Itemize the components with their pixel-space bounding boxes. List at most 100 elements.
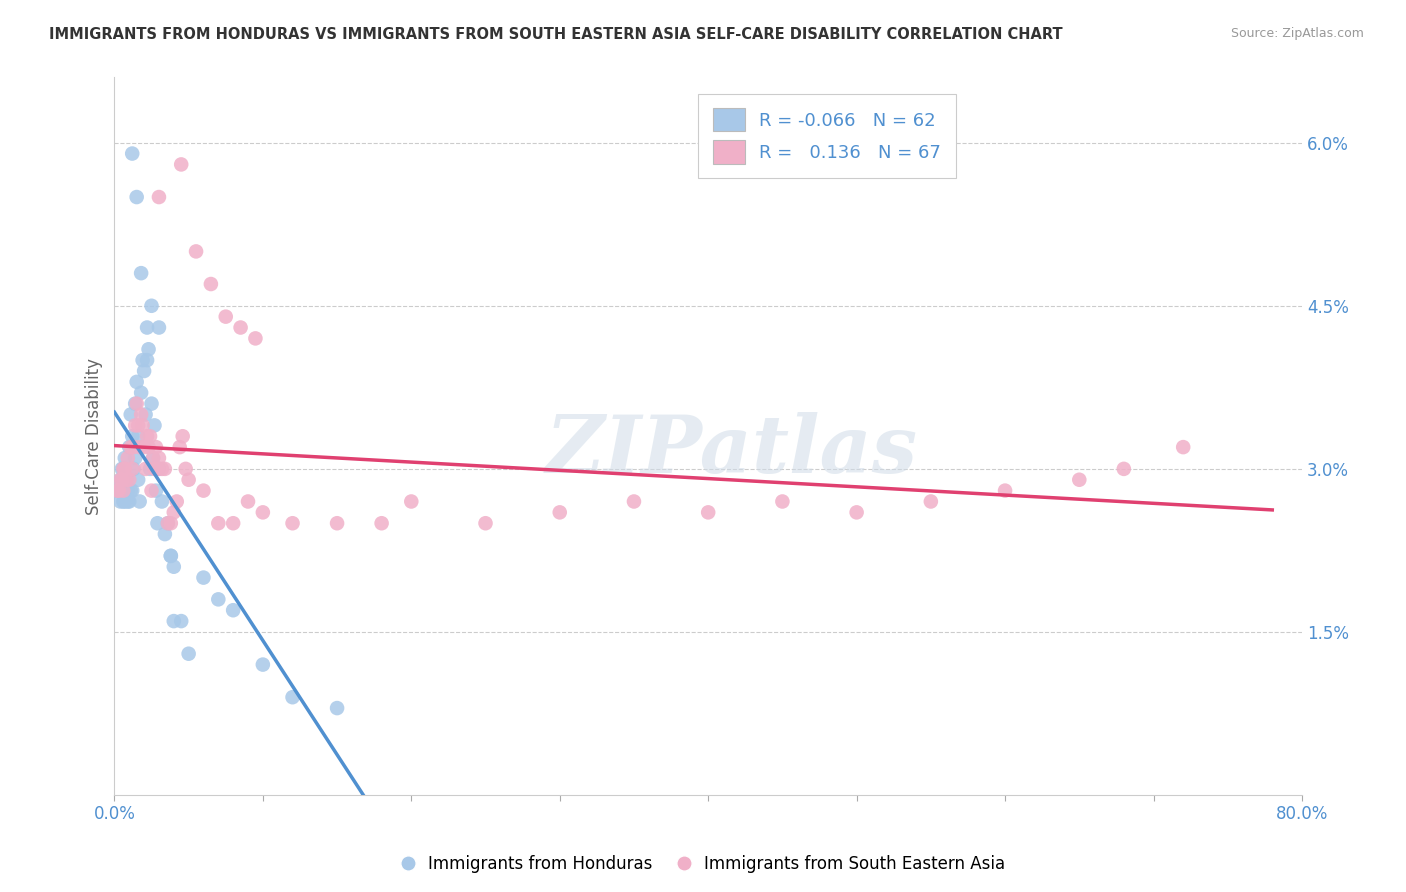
Point	[112, 462, 135, 476]
Point	[132, 440, 155, 454]
Point	[121, 462, 143, 476]
Point	[120, 408, 142, 422]
Point	[125, 190, 148, 204]
Point	[1173, 440, 1195, 454]
Point	[108, 483, 131, 498]
Point	[117, 494, 139, 508]
Point	[121, 429, 143, 443]
Point	[115, 473, 138, 487]
Point	[115, 483, 138, 498]
Point	[136, 320, 159, 334]
Point	[141, 397, 163, 411]
Point	[159, 549, 181, 563]
Point	[139, 429, 162, 443]
Point	[131, 353, 153, 368]
Point	[548, 505, 571, 519]
Point	[108, 483, 131, 498]
Point	[153, 527, 176, 541]
Point	[281, 690, 304, 705]
Point	[124, 397, 146, 411]
Point	[141, 483, 163, 498]
Text: IMMIGRANTS FROM HONDURAS VS IMMIGRANTS FROM SOUTH EASTERN ASIA SELF-CARE DISABIL: IMMIGRANTS FROM HONDURAS VS IMMIGRANTS F…	[49, 27, 1063, 42]
Point	[141, 299, 163, 313]
Point	[124, 450, 146, 465]
Point	[401, 494, 423, 508]
Point	[128, 494, 150, 508]
Point	[118, 473, 141, 487]
Point	[1112, 462, 1135, 476]
Point	[920, 494, 942, 508]
Point	[177, 473, 200, 487]
Point	[135, 462, 157, 476]
Point	[117, 450, 139, 465]
Point	[207, 592, 229, 607]
Point	[111, 462, 134, 476]
Point	[245, 331, 267, 345]
Point	[115, 473, 138, 487]
Point	[128, 440, 150, 454]
Point	[222, 603, 245, 617]
Point	[770, 494, 793, 508]
Point	[111, 473, 134, 487]
Legend: Immigrants from Honduras, Immigrants from South Eastern Asia: Immigrants from Honduras, Immigrants fro…	[395, 848, 1011, 880]
Point	[236, 494, 259, 508]
Point	[138, 440, 160, 454]
Point	[142, 450, 165, 465]
Point	[170, 614, 193, 628]
Point	[114, 450, 136, 465]
Point	[172, 429, 194, 443]
Point	[326, 516, 349, 531]
Point	[163, 559, 186, 574]
Point	[146, 516, 169, 531]
Point	[159, 549, 181, 563]
Point	[132, 364, 155, 378]
Point	[112, 483, 135, 498]
Point	[131, 418, 153, 433]
Point	[252, 505, 274, 519]
Point	[145, 483, 167, 498]
Point	[120, 483, 142, 498]
Point	[145, 440, 167, 454]
Point	[120, 440, 142, 454]
Point	[105, 483, 128, 498]
Text: ZIPatlas: ZIPatlas	[546, 412, 918, 490]
Point	[127, 429, 149, 443]
Point	[111, 473, 134, 487]
Point	[148, 320, 170, 334]
Point	[177, 647, 200, 661]
Point	[474, 516, 496, 531]
Point	[326, 701, 349, 715]
Point	[114, 494, 136, 508]
Point	[138, 343, 160, 357]
Point	[150, 494, 173, 508]
Point	[129, 266, 152, 280]
Point	[166, 494, 188, 508]
Point	[174, 462, 197, 476]
Point	[136, 353, 159, 368]
Point	[163, 505, 186, 519]
Point	[110, 473, 132, 487]
Point	[281, 516, 304, 531]
Point	[114, 462, 136, 476]
Point	[124, 418, 146, 433]
Point	[129, 408, 152, 422]
Point	[118, 494, 141, 508]
Point	[623, 494, 645, 508]
Point	[139, 462, 162, 476]
Point	[222, 516, 245, 531]
Point	[112, 494, 135, 508]
Point	[184, 244, 207, 259]
Point	[110, 494, 132, 508]
Point	[193, 571, 215, 585]
Point	[125, 375, 148, 389]
Point	[193, 483, 215, 498]
Point	[117, 483, 139, 498]
Point	[370, 516, 392, 531]
Point	[163, 614, 186, 628]
Point	[121, 483, 143, 498]
Point	[200, 277, 222, 291]
Point	[169, 440, 191, 454]
Point	[122, 462, 145, 476]
Point	[118, 440, 141, 454]
Point	[1069, 473, 1091, 487]
